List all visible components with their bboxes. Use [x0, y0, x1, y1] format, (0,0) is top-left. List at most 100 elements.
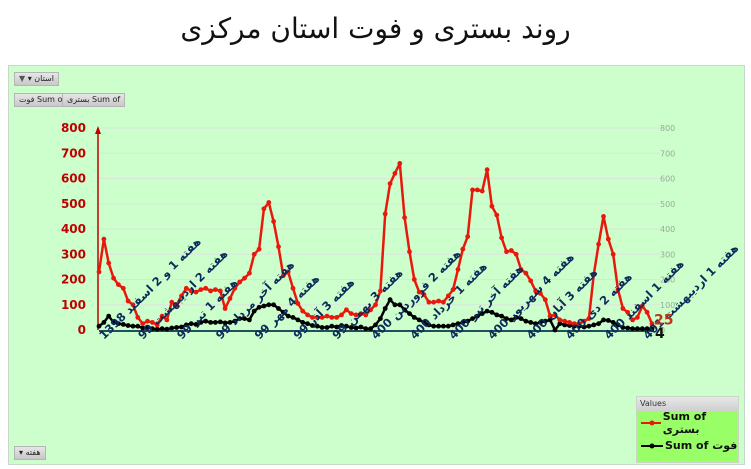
data-point[interactable] — [183, 322, 189, 328]
data-point[interactable] — [193, 289, 199, 295]
data-point[interactable] — [562, 318, 568, 324]
legend-item-deaths[interactable]: Sum of فوت — [637, 434, 738, 457]
data-point[interactable] — [630, 317, 635, 323]
data-point[interactable] — [314, 315, 320, 320]
data-point[interactable] — [329, 323, 335, 329]
data-point[interactable] — [460, 320, 466, 325]
data-point[interactable] — [552, 327, 558, 333]
data-point[interactable] — [436, 323, 441, 329]
data-point[interactable] — [159, 326, 165, 332]
data-point[interactable] — [164, 326, 170, 332]
data-point[interactable] — [358, 311, 364, 316]
data-point[interactable] — [130, 302, 136, 308]
data-point[interactable] — [217, 288, 223, 294]
data-point[interactable] — [644, 326, 650, 332]
data-point[interactable] — [203, 285, 209, 291]
data-point[interactable] — [251, 251, 257, 257]
data-point[interactable] — [174, 302, 180, 308]
data-point[interactable] — [111, 320, 116, 325]
data-point[interactable] — [475, 187, 480, 193]
data-point[interactable] — [630, 326, 635, 332]
data-point[interactable] — [465, 234, 471, 240]
data-point[interactable] — [557, 321, 563, 327]
data-point[interactable] — [329, 315, 335, 320]
data-point[interactable] — [484, 308, 490, 314]
data-point[interactable] — [232, 285, 238, 291]
data-point[interactable] — [305, 312, 310, 318]
data-point[interactable] — [276, 306, 281, 311]
data-point[interactable] — [610, 251, 616, 257]
data-point[interactable] — [106, 313, 112, 319]
data-point[interactable] — [581, 318, 587, 324]
data-point[interactable] — [392, 302, 398, 308]
data-point[interactable] — [140, 321, 146, 327]
data-point[interactable] — [164, 317, 170, 323]
data-point[interactable] — [504, 249, 509, 255]
data-point[interactable] — [101, 236, 107, 242]
data-point[interactable] — [436, 298, 441, 304]
data-point[interactable] — [407, 249, 412, 255]
data-point[interactable] — [154, 322, 160, 328]
data-point[interactable] — [285, 313, 291, 319]
data-point[interactable] — [222, 320, 228, 326]
data-point[interactable] — [441, 323, 446, 329]
data-point[interactable] — [348, 311, 354, 316]
data-point[interactable] — [101, 320, 107, 325]
data-point[interactable] — [387, 297, 393, 303]
data-point[interactable] — [290, 315, 296, 320]
data-point[interactable] — [591, 272, 597, 277]
data-point[interactable] — [620, 306, 626, 311]
data-point[interactable] — [538, 320, 543, 325]
data-point[interactable] — [242, 316, 247, 321]
legend-item-hospitalized[interactable]: Sum of بستری — [637, 410, 738, 436]
data-point[interactable] — [310, 315, 315, 320]
data-point[interactable] — [552, 312, 558, 318]
data-point[interactable] — [620, 325, 626, 330]
data-point[interactable] — [625, 309, 631, 315]
data-point[interactable] — [266, 302, 272, 308]
data-point[interactable] — [120, 322, 126, 327]
data-point[interactable] — [470, 187, 475, 193]
data-point[interactable] — [576, 321, 582, 327]
data-point[interactable] — [528, 278, 534, 284]
data-point[interactable] — [222, 306, 228, 311]
data-point[interactable] — [605, 318, 611, 323]
data-point[interactable] — [276, 244, 281, 250]
data-point[interactable] — [208, 320, 214, 325]
data-point[interactable] — [465, 318, 471, 324]
data-point[interactable] — [411, 315, 417, 320]
data-point[interactable] — [116, 321, 121, 327]
data-point[interactable] — [280, 309, 286, 315]
data-point[interactable] — [305, 321, 310, 327]
data-point[interactable] — [450, 322, 456, 328]
data-point[interactable] — [198, 320, 204, 325]
data-point[interactable] — [596, 241, 601, 247]
data-point[interactable] — [159, 313, 165, 319]
data-point[interactable] — [445, 323, 451, 329]
data-point[interactable] — [266, 200, 272, 205]
data-point[interactable] — [319, 325, 325, 330]
data-point[interactable] — [649, 321, 655, 327]
data-point[interactable] — [169, 299, 175, 305]
data-point[interactable] — [382, 306, 388, 311]
data-point[interactable] — [179, 293, 184, 299]
data-point[interactable] — [96, 269, 102, 275]
data-point[interactable] — [334, 324, 340, 330]
data-point[interactable] — [125, 323, 131, 328]
data-point[interactable] — [387, 181, 393, 187]
data-point[interactable] — [508, 317, 514, 323]
data-point[interactable] — [256, 304, 262, 310]
data-point[interactable] — [523, 270, 529, 276]
data-point[interactable] — [392, 171, 398, 176]
data-point[interactable] — [479, 311, 485, 316]
data-point[interactable] — [300, 308, 306, 314]
data-point[interactable] — [358, 324, 364, 330]
data-point[interactable] — [450, 287, 456, 292]
data-point[interactable] — [639, 303, 645, 309]
data-point[interactable] — [533, 321, 538, 327]
data-point[interactable] — [610, 320, 616, 325]
data-point[interactable] — [251, 308, 257, 314]
data-point[interactable] — [344, 323, 349, 329]
data-point[interactable] — [290, 285, 296, 291]
data-point[interactable] — [193, 322, 199, 327]
